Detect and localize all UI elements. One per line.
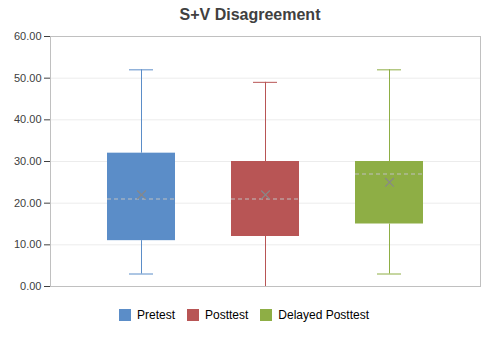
- svg-text:30.00: 30.00: [14, 155, 42, 167]
- svg-text:50.00: 50.00: [14, 72, 42, 84]
- svg-text:0.00: 0.00: [20, 280, 41, 292]
- html-text:Delayed Posttest: Delayed Posttest: [278, 307, 369, 322]
- html-text:Pretest: Pretest: [137, 307, 175, 322]
- svg-text:40.00: 40.00: [14, 113, 42, 125]
- svg-text:20.00: 20.00: [14, 197, 42, 209]
- svg-text:60.00: 60.00: [14, 30, 42, 42]
- html-text:S+V Disagreement: S+V Disagreement: [179, 6, 321, 23]
- html-text:Posttest: Posttest: [205, 307, 249, 322]
- svg-text:10.00: 10.00: [14, 238, 42, 250]
